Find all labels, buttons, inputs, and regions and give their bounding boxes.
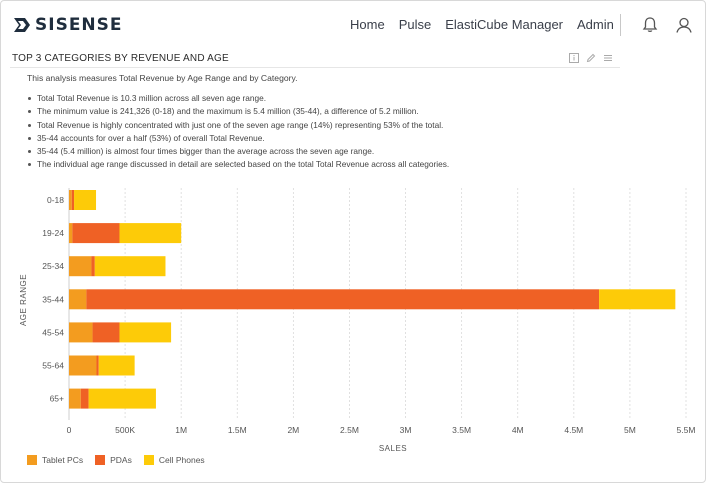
legend-item-tablet-pcs[interactable]: Tablet PCs [27,455,83,465]
nav-divider [620,14,621,36]
x-axis-title: SALES [379,444,407,453]
sisense-logo[interactable]: SISENSE [12,14,123,36]
bar-segment [92,322,120,343]
nav-admin[interactable]: Admin [577,17,614,32]
edit-pencil-icon[interactable] [586,53,596,63]
bar-segment [86,289,600,310]
bar-segment [80,388,89,409]
legend-swatch [27,455,37,465]
bar-segment [69,256,92,277]
y-tick-label: 55-64 [42,361,64,371]
y-tick-label: 0-18 [47,195,64,205]
bar-segment [69,355,97,376]
narrative-bullet: Total Total Revenue is 10.3 million acro… [27,92,449,105]
x-tick-label: 2M [287,425,299,435]
logo-text: SISENSE [35,15,123,35]
legend-label: Tablet PCs [42,455,84,465]
bar-segment [69,289,87,310]
x-tick-label: 2.5M [340,425,359,435]
bar-segment [74,190,97,210]
x-tick-label: 5M [624,425,636,435]
bar-segment [69,322,93,343]
title-divider [10,67,620,68]
narrative-bullet: 35-44 (5.4 million) is almost four times… [27,145,449,158]
menu-icon[interactable] [603,53,613,63]
main-nav: Home Pulse ElastiCube Manager Admin [350,17,628,32]
chart-legend: Tablet PCs PDAs Cell Phones [27,455,217,465]
x-tick-label: 4M [512,425,524,435]
narrative-intro: This analysis measures Total Revenue by … [27,73,298,83]
legend-swatch [143,455,154,465]
y-axis-title: AGE RANGE [19,274,28,326]
legend-label: Cell Phones [158,455,205,465]
legend-label: PDAs [110,455,132,465]
bar-segment [72,223,120,244]
bar-segment [599,289,676,310]
y-tick-label: 45-54 [42,327,64,337]
bar-segment [94,256,166,277]
narrative-bullet: The minimum value is 241,326 (0-18) and … [27,105,449,118]
sisense-logo-icon [14,18,30,32]
bar-segment [119,223,182,244]
widget-title: TOP 3 CATEGORIES BY REVENUE AND AGE [12,53,229,64]
bar-segment [98,355,135,376]
x-tick-label: 3M [400,425,412,435]
user-icon[interactable] [675,16,693,34]
widget-toolbar [569,53,620,63]
legend-item-cell-phones[interactable]: Cell Phones [143,455,205,465]
top-navigation-bar: SISENSE Home Pulse ElastiCube Manager Ad… [0,0,706,48]
nav-pulse[interactable]: Pulse [398,17,432,32]
y-tick-label: 35-44 [42,294,64,304]
x-tick-label: 500K [115,425,135,435]
x-tick-label: 3.5M [452,425,471,435]
x-tick-label: 5.5M [677,425,696,435]
x-tick-label: 0 [67,425,72,435]
nav-elasticube-manager[interactable]: ElastiCube Manager [445,17,564,32]
bar-segment [88,388,156,409]
bar-segment [69,223,73,244]
info-icon[interactable] [569,53,579,63]
y-tick-label: 19-24 [42,228,64,238]
y-tick-label: 25-34 [42,261,64,271]
bar-segment [69,388,81,409]
bar-segment [91,256,95,277]
bar-segment [71,190,75,210]
bar-segment [119,322,172,343]
nav-home[interactable]: Home [350,17,385,32]
bar-segment [96,355,99,376]
chart-labels: 0 500K 1M 1.5M 2M 2.5M 3M 3.5M 4M 4.5M 5M 5.5M 0-18 1… [42,195,695,435]
chart-bars [69,190,676,409]
x-tick-label: 1M [175,425,187,435]
legend-swatch [95,455,106,465]
legend-item-pdas[interactable]: PDAs [95,455,132,465]
bar-segment [69,190,72,210]
narrative-bullets: Total Total Revenue is 10.3 million acro… [27,92,449,172]
x-tick-label: 4.5M [564,425,583,435]
bell-icon[interactable] [641,16,659,34]
y-tick-label: 65+ [50,394,64,404]
narrative-bullet: Total Revenue is highly concentrated wit… [27,119,449,132]
x-tick-label: 1.5M [228,425,247,435]
narrative-bullet: The individual age range discussed in de… [27,158,449,171]
narrative-bullet: 35-44 accounts for over a half (53%) of … [27,132,449,145]
